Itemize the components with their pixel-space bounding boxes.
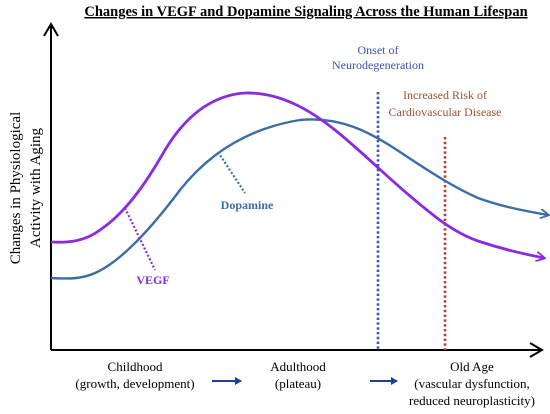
vegf-label: VEGF [136,273,169,287]
stage-adulthood-title: Adulthood [270,359,326,374]
event-neurodegeneration-line-2: Neurodegeneration [332,58,424,72]
stage-old-age-detail-2: reduced neuroplasticity) [409,393,535,408]
stage-childhood: Childhood (growth, development) [75,359,194,391]
dopamine-leader-line [217,151,246,194]
stage-adulthood-detail: (plateau) [275,376,321,391]
event-cardiovascular-line-1: Increased Risk of [403,88,487,102]
y-axis-arrowhead [43,22,59,37]
dopamine-curve [50,118,548,280]
y-axis-label: Changes in Physiological Activity with A… [8,112,44,265]
axes [43,22,544,358]
stage-old-age-detail-1: (vascular dysfunction, [414,376,530,391]
event-neurodegeneration-line-1: Onset of [358,43,399,57]
vegf-curve [50,91,544,258]
y-axis-label-line-1: Changes in Physiological [8,112,24,265]
stage-childhood-title: Childhood [108,359,163,374]
event-neurodegeneration: Onset of Neurodegeneration [332,43,424,72]
stage-old-age: Old Age (vascular dysfunction, reduced n… [409,359,535,408]
stage-adulthood: Adulthood (plateau) [270,359,326,391]
event-cardiovascular: Increased Risk of Cardiovascular Disease [389,88,502,119]
x-axis-arrowhead [529,342,544,358]
dopamine-label: Dopamine [221,198,274,212]
y-axis-label-line-2: Activity with Aging [28,128,44,249]
stage-old-age-title: Old Age [450,359,494,374]
vegf-leader-line [124,207,156,271]
event-cardiovascular-line-2: Cardiovascular Disease [389,105,502,119]
stage-childhood-detail: (growth, development) [75,376,194,391]
diagram-title: Changes in VEGF and Dopamine Signaling A… [84,4,527,20]
